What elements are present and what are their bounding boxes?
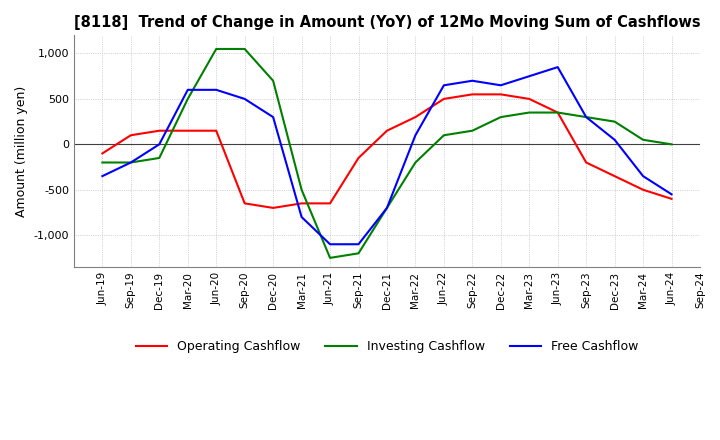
Title: [8118]  Trend of Change in Amount (YoY) of 12Mo Moving Sum of Cashflows: [8118] Trend of Change in Amount (YoY) o…	[73, 15, 701, 30]
Operating Cashflow	[98, 151, 107, 156]
Free Cashflow	[554, 65, 562, 70]
Operating Cashflow	[325, 201, 334, 206]
Operating Cashflow	[127, 132, 135, 138]
Investing Cashflow	[639, 137, 647, 143]
Free Cashflow	[639, 173, 647, 179]
Investing Cashflow	[554, 110, 562, 115]
Free Cashflow	[525, 73, 534, 79]
Operating Cashflow	[667, 196, 676, 202]
Operating Cashflow	[382, 128, 391, 133]
Operating Cashflow	[582, 160, 590, 165]
Free Cashflow	[98, 173, 107, 179]
Investing Cashflow	[667, 142, 676, 147]
Free Cashflow	[382, 205, 391, 211]
Free Cashflow	[240, 96, 249, 102]
Free Cashflow	[582, 114, 590, 120]
Operating Cashflow	[497, 92, 505, 97]
Operating Cashflow	[212, 128, 220, 133]
Free Cashflow	[212, 87, 220, 92]
Investing Cashflow	[240, 46, 249, 51]
Operating Cashflow	[155, 128, 163, 133]
Investing Cashflow	[525, 110, 534, 115]
Legend: Operating Cashflow, Investing Cashflow, Free Cashflow: Operating Cashflow, Investing Cashflow, …	[130, 335, 643, 358]
Free Cashflow	[611, 137, 619, 143]
Operating Cashflow	[411, 114, 420, 120]
Operating Cashflow	[184, 128, 192, 133]
Y-axis label: Amount (million yen): Amount (million yen)	[15, 85, 28, 217]
Operating Cashflow	[297, 201, 306, 206]
Line: Operating Cashflow: Operating Cashflow	[102, 94, 672, 208]
Free Cashflow	[439, 83, 448, 88]
Free Cashflow	[269, 114, 277, 120]
Investing Cashflow	[297, 187, 306, 192]
Free Cashflow	[155, 142, 163, 147]
Investing Cashflow	[497, 114, 505, 120]
Investing Cashflow	[155, 155, 163, 161]
Operating Cashflow	[354, 155, 363, 161]
Investing Cashflow	[468, 128, 477, 133]
Investing Cashflow	[439, 132, 448, 138]
Operating Cashflow	[439, 96, 448, 102]
Investing Cashflow	[382, 205, 391, 211]
Free Cashflow	[325, 242, 334, 247]
Free Cashflow	[411, 132, 420, 138]
Investing Cashflow	[98, 160, 107, 165]
Free Cashflow	[497, 83, 505, 88]
Investing Cashflow	[354, 251, 363, 256]
Free Cashflow	[127, 160, 135, 165]
Investing Cashflow	[269, 78, 277, 84]
Investing Cashflow	[325, 255, 334, 260]
Operating Cashflow	[639, 187, 647, 192]
Investing Cashflow	[127, 160, 135, 165]
Investing Cashflow	[582, 114, 590, 120]
Investing Cashflow	[212, 46, 220, 51]
Free Cashflow	[184, 87, 192, 92]
Operating Cashflow	[269, 205, 277, 211]
Line: Investing Cashflow: Investing Cashflow	[102, 49, 672, 258]
Investing Cashflow	[611, 119, 619, 124]
Operating Cashflow	[468, 92, 477, 97]
Free Cashflow	[297, 214, 306, 220]
Line: Free Cashflow: Free Cashflow	[102, 67, 672, 244]
Free Cashflow	[354, 242, 363, 247]
Operating Cashflow	[525, 96, 534, 102]
Operating Cashflow	[611, 173, 619, 179]
Free Cashflow	[667, 192, 676, 197]
Operating Cashflow	[240, 201, 249, 206]
Investing Cashflow	[184, 96, 192, 102]
Investing Cashflow	[411, 160, 420, 165]
Operating Cashflow	[554, 110, 562, 115]
Free Cashflow	[468, 78, 477, 84]
